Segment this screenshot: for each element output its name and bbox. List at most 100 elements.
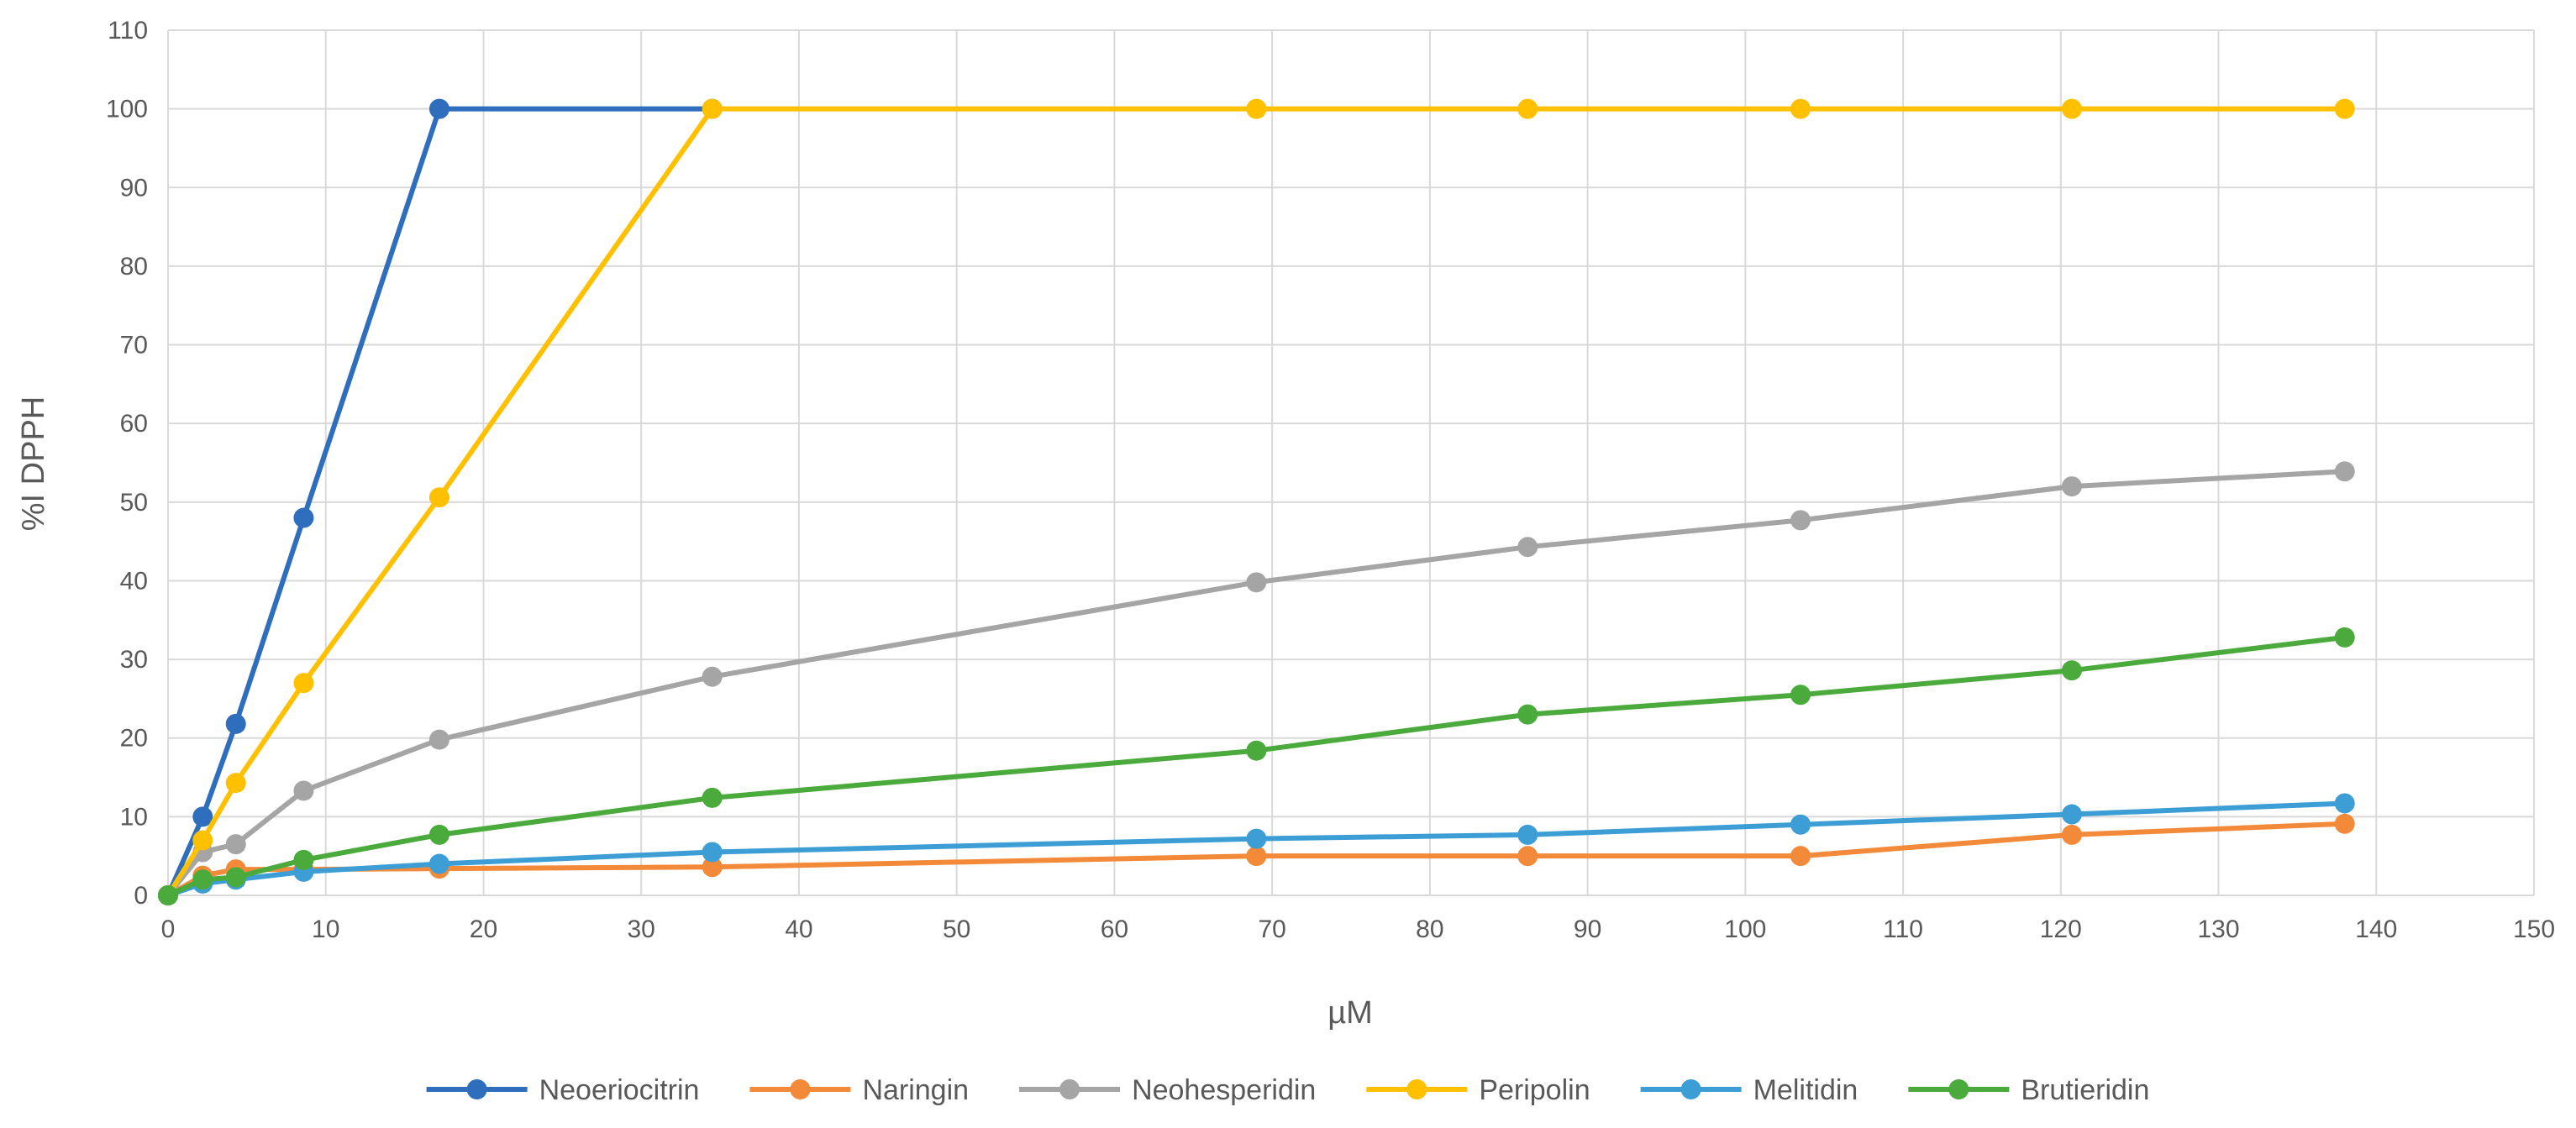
legend-label: Melitidin xyxy=(1753,1074,1858,1106)
x-tick-label: 140 xyxy=(2355,916,2397,943)
data-point xyxy=(1790,510,1811,531)
legend-marker xyxy=(1680,1079,1701,1099)
data-point xyxy=(158,885,178,905)
data-point xyxy=(1246,828,1267,849)
data-point xyxy=(1246,740,1267,761)
legend-item-neoeriocitrin: Neoeriocitrin xyxy=(426,1074,700,1106)
data-point xyxy=(1517,846,1538,867)
x-tick-label: 130 xyxy=(2198,916,2240,943)
data-point xyxy=(2334,627,2355,648)
data-point xyxy=(1246,572,1267,593)
legend-item-brutieridin: Brutieridin xyxy=(1908,1074,2149,1106)
data-point xyxy=(2334,813,2355,834)
data-point xyxy=(293,849,314,870)
y-axis-title: %I DPPH xyxy=(16,396,51,531)
data-point xyxy=(2061,98,2082,119)
x-tick-label: 90 xyxy=(1574,916,1601,943)
legend-label: Neohesperidin xyxy=(1132,1074,1316,1106)
data-point xyxy=(2334,793,2355,814)
legend-marker xyxy=(1059,1079,1080,1099)
data-point xyxy=(702,666,723,687)
data-point xyxy=(1790,846,1811,867)
legend-label: Neoeriocitrin xyxy=(539,1074,700,1106)
data-point xyxy=(428,824,449,845)
data-point xyxy=(2334,98,2355,119)
data-point xyxy=(225,834,246,855)
x-tick-label: 40 xyxy=(785,916,812,943)
y-tick-label: 20 xyxy=(120,725,148,753)
data-point xyxy=(428,853,449,874)
y-tick-label: 80 xyxy=(120,253,148,281)
data-point xyxy=(293,780,314,801)
x-tick-label: 100 xyxy=(1724,916,1766,943)
legend-marker xyxy=(790,1079,811,1099)
y-tick-label: 70 xyxy=(120,332,148,359)
x-tick-label: 20 xyxy=(470,916,497,943)
legend-label: Peripolin xyxy=(1479,1074,1590,1106)
legend-item-naringin: Naringin xyxy=(749,1074,969,1106)
grid-layer xyxy=(167,29,2535,896)
legend-marker xyxy=(1406,1079,1427,1099)
y-tick-label: 0 xyxy=(134,882,148,910)
series-melitidin xyxy=(158,793,2355,905)
data-point xyxy=(2334,461,2355,482)
tick-labels: 0 10 20 30 40 50 60 70 80 90 100 110 0 10 20 30 40 50 60 70… xyxy=(106,17,2555,943)
y-tick-label: 50 xyxy=(120,489,148,517)
series-line xyxy=(166,106,715,898)
data-point xyxy=(2061,660,2082,681)
x-axis-title: µM xyxy=(1327,995,1373,1031)
legend: Neoeriocitrin Naringin Neohesperidin Peripo… xyxy=(426,1074,2149,1106)
legend-marker xyxy=(466,1079,487,1099)
legend-marker xyxy=(1948,1079,1969,1099)
legend-item-neohesperidin: Neohesperidin xyxy=(1019,1074,1316,1106)
data-point xyxy=(428,729,449,750)
data-point xyxy=(702,787,723,808)
data-point xyxy=(1790,814,1811,835)
data-point xyxy=(2061,476,2082,497)
legend-item-melitidin: Melitidin xyxy=(1640,1074,1858,1106)
data-point xyxy=(1790,685,1811,706)
x-tick-label: 30 xyxy=(628,916,655,943)
x-tick-label: 80 xyxy=(1416,916,1443,943)
series-layer xyxy=(158,98,2355,905)
data-point xyxy=(1246,98,1267,119)
data-point xyxy=(192,869,213,890)
data-point xyxy=(428,98,449,119)
data-point xyxy=(1517,704,1538,725)
x-tick-label: 0 xyxy=(161,916,176,943)
series-brutieridin xyxy=(158,627,2355,905)
legend-label: Brutieridin xyxy=(2021,1074,2149,1106)
data-point xyxy=(1517,98,1538,119)
data-point xyxy=(1246,846,1267,867)
y-tick-label: 40 xyxy=(120,567,148,595)
data-point xyxy=(702,842,723,863)
x-tick-label: 110 xyxy=(1883,916,1923,943)
x-tick-label: 50 xyxy=(943,916,970,943)
data-point xyxy=(225,773,246,794)
y-tick-label: 10 xyxy=(120,803,148,831)
x-tick-label: 60 xyxy=(1101,916,1128,943)
data-point xyxy=(2061,804,2082,825)
data-point xyxy=(192,830,213,851)
y-tick-label: 60 xyxy=(120,410,148,438)
y-tick-label: 90 xyxy=(120,174,148,202)
data-point xyxy=(225,867,246,888)
data-point xyxy=(1517,824,1538,845)
data-point xyxy=(1790,98,1811,119)
y-tick-label: 100 xyxy=(106,96,148,123)
data-point xyxy=(1517,537,1538,558)
data-point xyxy=(293,673,314,694)
data-point xyxy=(2061,824,2082,845)
data-point xyxy=(293,507,314,528)
data-point xyxy=(702,857,723,878)
data-point xyxy=(702,98,723,119)
y-tick-label: 110 xyxy=(108,17,148,45)
data-point xyxy=(225,713,246,734)
data-point xyxy=(428,487,449,508)
legend-label: Naringin xyxy=(862,1074,969,1106)
legend-item-peripolin: Peripolin xyxy=(1366,1074,1590,1106)
x-tick-label: 150 xyxy=(2513,916,2555,943)
x-tick-label: 70 xyxy=(1258,916,1285,943)
